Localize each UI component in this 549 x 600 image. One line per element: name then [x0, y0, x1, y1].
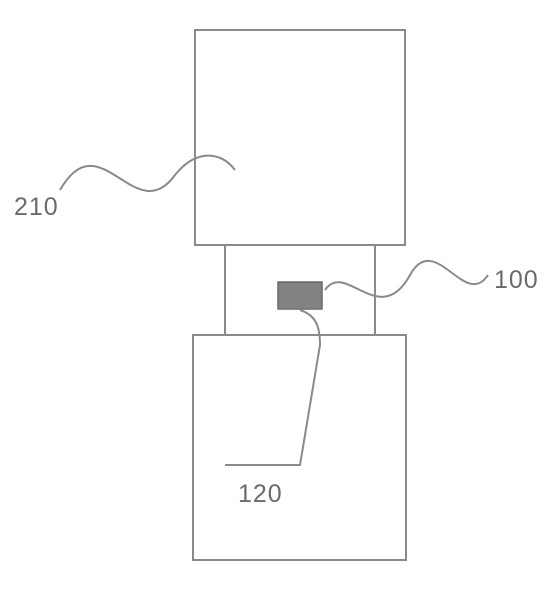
label-120: 120: [238, 480, 283, 509]
top-box: [195, 30, 405, 245]
leader-120: [225, 310, 320, 465]
diagram-svg: [0, 0, 549, 600]
hatched-block: [278, 282, 322, 309]
diagram-canvas: 210 120 100: [0, 0, 549, 600]
leader-100: [325, 261, 488, 297]
label-100: 100: [494, 266, 539, 295]
leader-210: [60, 156, 235, 191]
bottom-box: [193, 335, 406, 560]
label-210: 210: [14, 193, 59, 222]
